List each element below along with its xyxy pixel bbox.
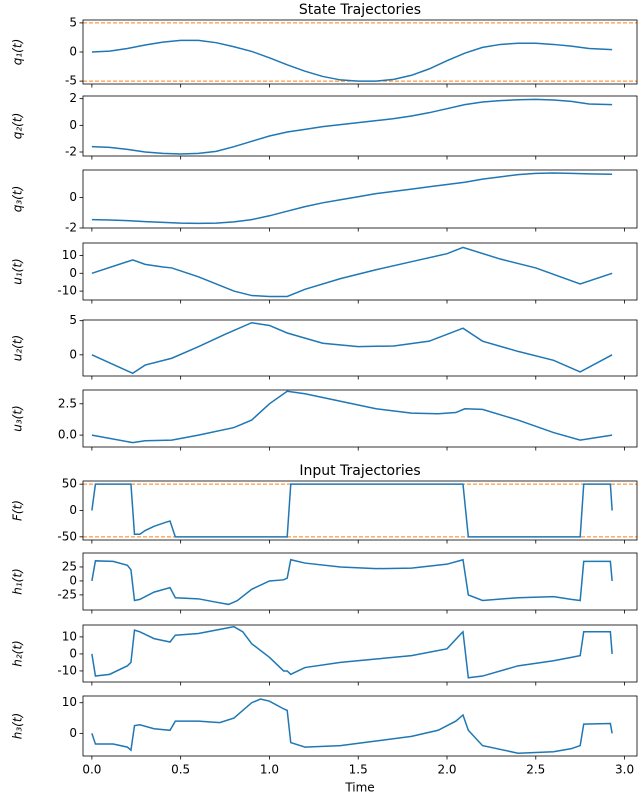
y-tick-label: -2 [65, 221, 77, 235]
y-tick-label: 25 [62, 559, 77, 573]
x-tick-label: 0.0 [82, 763, 101, 777]
line [91, 321, 613, 375]
panel-title: State Trajectories [299, 2, 421, 18]
y-tick-label: 0 [69, 503, 77, 517]
line [91, 625, 613, 679]
y-axis-label: q₂(t) [11, 113, 25, 140]
line [91, 390, 613, 444]
axes-frame [82, 389, 638, 448]
y-tick-label: 5 [69, 313, 77, 327]
axes-frame [82, 695, 638, 757]
axes-frame [82, 319, 638, 377]
x-tick-label: 1.0 [260, 763, 279, 777]
axes-frame [82, 242, 638, 301]
y-axis-label: q₁(t) [11, 39, 25, 66]
y-tick-label: 50 [62, 477, 77, 491]
y-tick-label: 0 [69, 266, 77, 280]
y-tick-label: 0 [69, 118, 77, 132]
x-tick-label: 0.5 [171, 763, 190, 777]
x-tick-label: 1.5 [349, 763, 368, 777]
line [91, 98, 613, 155]
y-tick-label: 0 [69, 726, 77, 740]
y-tick-label: 0.0 [58, 428, 77, 442]
y-tick-label: -10 [57, 284, 77, 298]
y-tick-label: 0 [69, 646, 77, 660]
y-axis-label: u₂(t) [11, 335, 25, 361]
axes-frame [82, 552, 638, 611]
y-axis-label: h₂(t) [11, 640, 25, 666]
line [91, 246, 613, 298]
y-axis-label: u₁(t) [11, 258, 25, 284]
y-tick-label: 2 [69, 91, 77, 105]
x-tick-label: 2.0 [437, 763, 456, 777]
y-axis-label: h₁(t) [11, 568, 25, 594]
axes-frame [82, 624, 638, 683]
y-tick-label: -10 [57, 663, 77, 677]
y-tick-label: -50 [57, 529, 77, 543]
x-tick-label: 3.0 [615, 763, 634, 777]
y-tick-label: 0 [69, 190, 77, 204]
line [91, 172, 613, 225]
y-tick-label: 0 [69, 347, 77, 361]
y-tick-label: -5 [65, 74, 77, 88]
y-tick-label: 5 [69, 15, 77, 29]
axes-frame [82, 95, 638, 157]
y-axis-label: q₃(t) [11, 186, 25, 213]
line [91, 698, 613, 754]
y-tick-label: -25 [57, 587, 77, 601]
y-tick-label: 10 [62, 695, 77, 709]
axes-frame [82, 480, 638, 541]
x-axis-label: Time [344, 781, 374, 795]
y-axis-label: h₃(t) [11, 713, 25, 739]
panel-title: Input Trajectories [299, 463, 420, 479]
axes-frame [82, 169, 638, 229]
y-axis-label: F(t) [11, 500, 25, 521]
y-tick-label: -2 [65, 145, 77, 159]
y-axis-label: u₃(t) [11, 405, 25, 431]
axes-frame [82, 19, 638, 85]
line [91, 483, 613, 538]
line [91, 39, 613, 82]
y-tick-label: 0 [69, 573, 77, 587]
x-tick-label: 2.5 [526, 763, 545, 777]
line [91, 558, 613, 606]
y-tick-label: 2.5 [58, 396, 77, 410]
y-tick-label: 10 [62, 248, 77, 262]
y-tick-label: 0 [69, 45, 77, 59]
y-tick-label: 10 [62, 629, 77, 643]
